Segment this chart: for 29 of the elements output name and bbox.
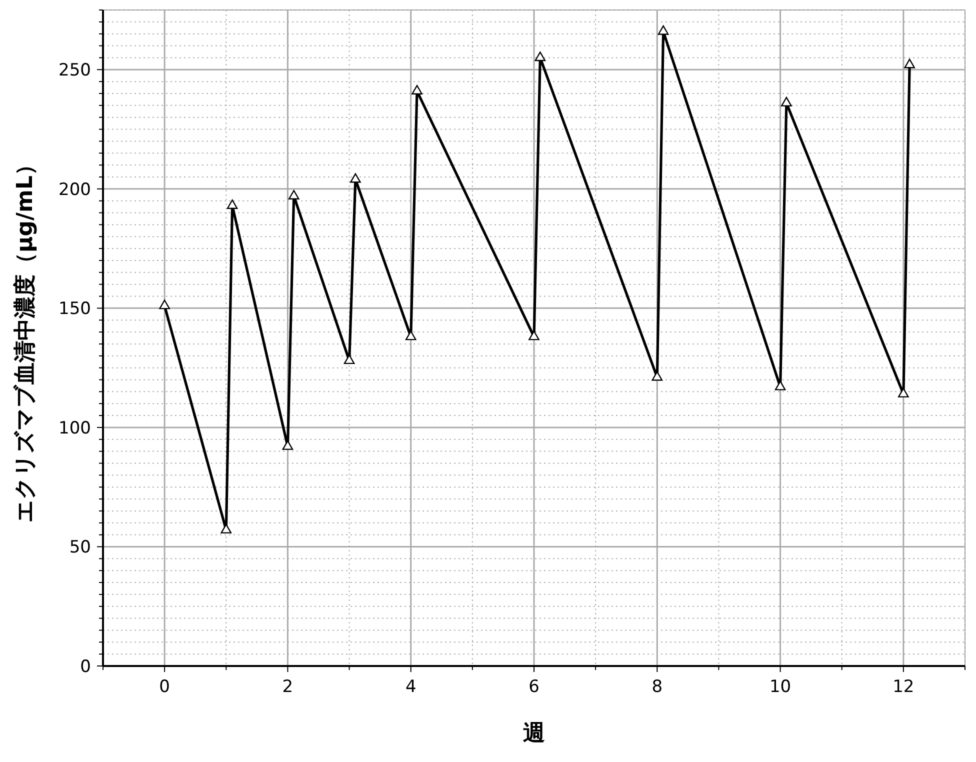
x-tick-label: 0 <box>159 677 170 697</box>
point <box>781 96 792 106</box>
point <box>534 52 546 62</box>
point <box>898 388 909 398</box>
point <box>774 380 786 390</box>
point <box>904 58 915 68</box>
point <box>344 354 355 364</box>
y-tick-label: 50 <box>69 538 91 558</box>
point <box>226 199 238 209</box>
x-tick-label: 6 <box>528 677 540 697</box>
point <box>412 84 422 94</box>
x-tick-label: 12 <box>892 677 914 697</box>
point <box>528 330 540 340</box>
y-axis-title: エクリズマブ血清中濃度（μg/mL） <box>12 154 38 522</box>
point <box>350 173 361 183</box>
y-tick-label: 200 <box>58 180 91 200</box>
x-tick-label: 2 <box>282 677 294 697</box>
y-tick-label: 0 <box>80 656 91 677</box>
y-tick-label: 150 <box>58 299 91 320</box>
point <box>658 25 669 35</box>
point <box>288 190 300 200</box>
y-tick-label: 250 <box>58 60 91 81</box>
x-tick-label: 8 <box>652 677 663 697</box>
x-tick-label: 10 <box>769 677 792 697</box>
x-tick-label: 4 <box>405 677 416 697</box>
x-axis-title: 週 <box>523 721 545 746</box>
point <box>405 330 416 340</box>
point <box>159 300 170 310</box>
y-tick-label: 100 <box>58 418 91 438</box>
